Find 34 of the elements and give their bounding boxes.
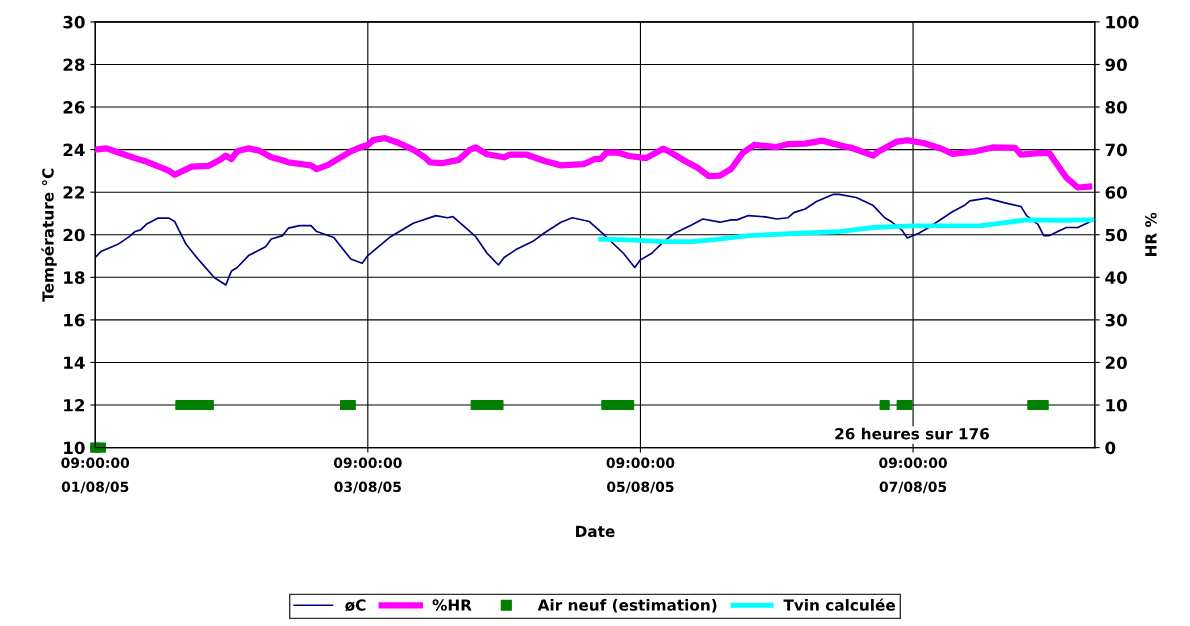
y2-tick-label: 70 bbox=[1105, 143, 1127, 157]
y-tick-label: 18 bbox=[64, 271, 85, 284]
y2-tick-label: 30 bbox=[1105, 313, 1127, 327]
y-tick-label: 28 bbox=[63, 58, 85, 72]
x-tick-label: 09:00:00 07/08/05 bbox=[879, 457, 947, 494]
x-axis-title: Date bbox=[576, 525, 615, 538]
x-tick-label: 09:00:00 03/08/05 bbox=[333, 457, 402, 494]
y-tick-label: 20 bbox=[63, 228, 85, 242]
y-tick-label: 26 bbox=[63, 101, 85, 114]
y-tick-label: 14 bbox=[64, 356, 85, 369]
y-tick-label: 16 bbox=[64, 313, 85, 327]
y-tick-label: 30 bbox=[63, 15, 85, 29]
y2-tick-label: 10 bbox=[1106, 398, 1127, 412]
legend-label: %HR bbox=[432, 599, 472, 611]
legend-label: Tvin calculée bbox=[783, 598, 895, 611]
y2-tick-label: 80 bbox=[1105, 101, 1127, 114]
y2-axis-title: HR % bbox=[1145, 212, 1157, 256]
y-tick-label: 24 bbox=[63, 143, 85, 156]
y2-tick-label: 90 bbox=[1105, 58, 1127, 72]
y2-tick-label: 100 bbox=[1106, 15, 1139, 29]
y-tick-label: 12 bbox=[64, 398, 85, 412]
legend-label: Air neuf (estimation) bbox=[537, 598, 717, 613]
y2-tick-label: 20 bbox=[1105, 356, 1127, 370]
legend-label: øC bbox=[345, 599, 366, 612]
y2-tick-label: 60 bbox=[1105, 186, 1127, 199]
x-tick-label: 09:00:00 05/08/05 bbox=[606, 457, 675, 494]
annotation: 26 heures sur 176 bbox=[835, 427, 990, 440]
x-tick-label: 09:00:00 01/08/05 bbox=[61, 457, 130, 494]
y-tick-label: 10 bbox=[64, 441, 85, 455]
y2-tick-label: 0 bbox=[1105, 441, 1116, 455]
y-tick-label: 22 bbox=[63, 186, 85, 199]
y2-tick-label: 50 bbox=[1105, 228, 1127, 242]
y2-tick-label: 40 bbox=[1105, 271, 1127, 284]
y-axis-title: Température °C bbox=[41, 168, 57, 302]
